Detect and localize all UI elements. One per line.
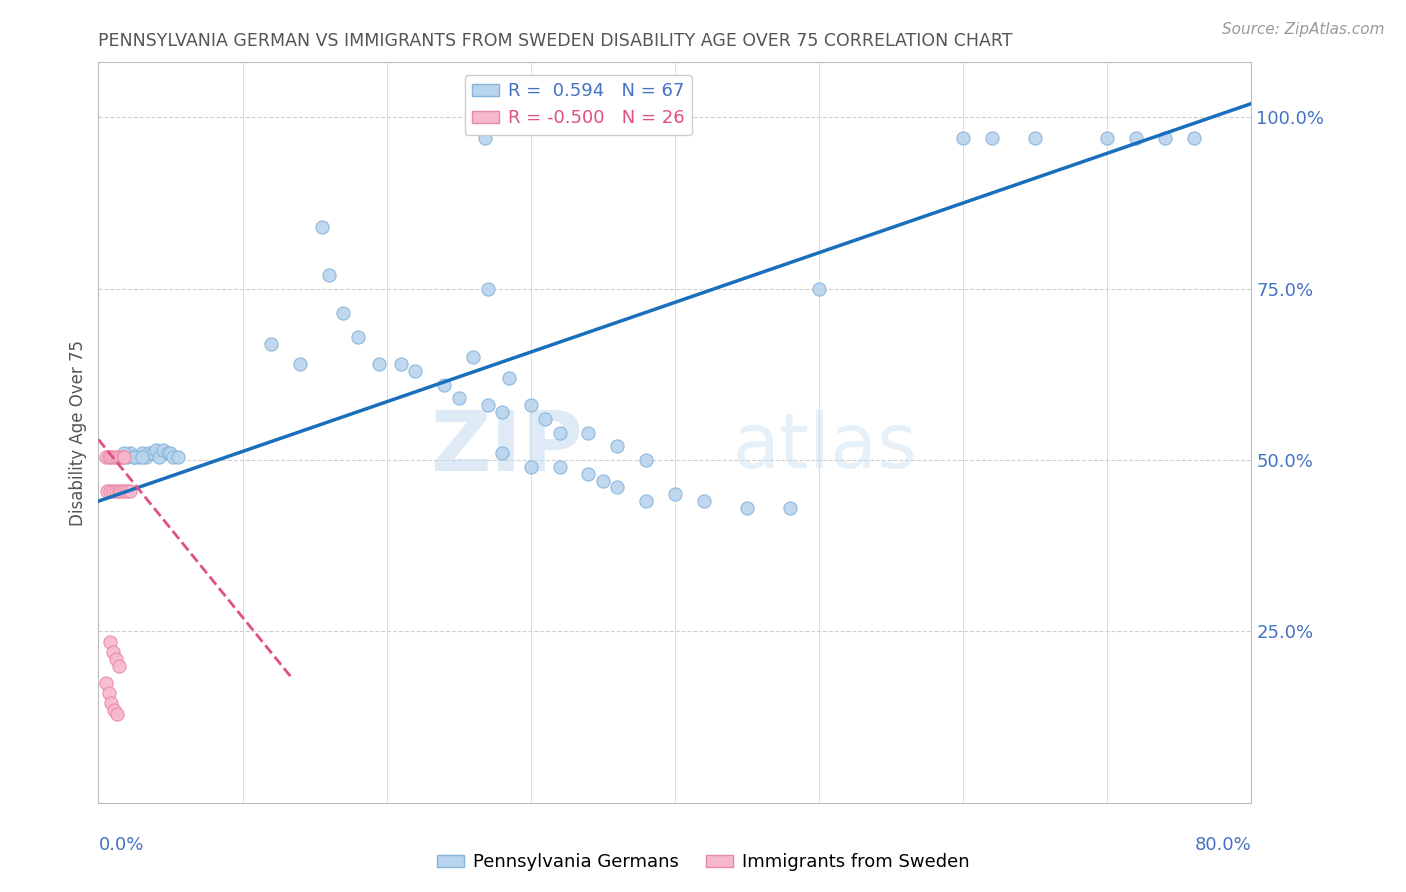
Point xyxy=(100,697,122,711)
Point xyxy=(447,392,470,406)
Point xyxy=(110,483,132,498)
Point xyxy=(166,450,188,464)
Point xyxy=(260,336,283,351)
Point xyxy=(1097,131,1119,145)
Point xyxy=(120,483,142,498)
Point xyxy=(112,446,135,460)
Point xyxy=(520,398,543,412)
Point xyxy=(491,446,513,460)
Point xyxy=(124,450,146,464)
Point xyxy=(131,446,153,460)
Point xyxy=(534,412,557,426)
Point xyxy=(97,450,120,464)
Point xyxy=(389,357,412,371)
Text: Source: ZipAtlas.com: Source: ZipAtlas.com xyxy=(1222,22,1385,37)
Point xyxy=(548,425,571,440)
Point xyxy=(104,652,127,666)
Point xyxy=(103,703,125,717)
Point xyxy=(461,350,484,364)
Point xyxy=(108,450,131,464)
Point xyxy=(101,483,124,498)
Point xyxy=(94,676,117,690)
Point xyxy=(578,467,600,481)
Point xyxy=(124,450,146,464)
Legend: R =  0.594   N = 67, R = -0.500   N = 26: R = 0.594 N = 67, R = -0.500 N = 26 xyxy=(465,75,692,135)
Point xyxy=(332,306,354,320)
Point xyxy=(94,450,117,464)
Point xyxy=(104,483,127,498)
Point xyxy=(636,453,658,467)
Point xyxy=(112,483,135,498)
Point xyxy=(98,483,121,498)
Point xyxy=(477,282,499,296)
Point xyxy=(117,450,139,464)
Point xyxy=(96,483,118,498)
Point xyxy=(636,494,658,508)
Point xyxy=(311,219,333,234)
Point xyxy=(1182,131,1205,145)
Y-axis label: Disability Age Over 75: Disability Age Over 75 xyxy=(69,340,87,525)
Point xyxy=(405,364,427,378)
Point xyxy=(148,450,170,464)
Point xyxy=(491,405,513,419)
Text: 0.0%: 0.0% xyxy=(98,836,143,855)
Point xyxy=(606,439,628,453)
Point xyxy=(105,450,128,464)
Point xyxy=(117,483,139,498)
Text: 80.0%: 80.0% xyxy=(1195,836,1251,855)
Point xyxy=(1154,131,1177,145)
Point xyxy=(368,357,391,371)
Text: ZIP: ZIP xyxy=(430,407,582,488)
Point xyxy=(548,459,571,474)
Point xyxy=(290,357,312,371)
Point xyxy=(105,706,128,721)
Text: PENNSYLVANIA GERMAN VS IMMIGRANTS FROM SWEDEN DISABILITY AGE OVER 75 CORRELATION: PENNSYLVANIA GERMAN VS IMMIGRANTS FROM S… xyxy=(98,32,1012,50)
Point xyxy=(735,501,758,516)
Point xyxy=(578,425,600,440)
Point xyxy=(1024,131,1046,145)
Point xyxy=(100,450,122,464)
Legend: Pennsylvania Germans, Immigrants from Sweden: Pennsylvania Germans, Immigrants from Sw… xyxy=(429,847,977,879)
Point xyxy=(145,442,167,457)
Point xyxy=(318,268,340,282)
Point xyxy=(120,446,142,460)
Point xyxy=(606,480,628,494)
Point xyxy=(98,634,121,648)
Point xyxy=(159,446,181,460)
Point xyxy=(111,450,134,464)
Point xyxy=(107,483,129,498)
Point xyxy=(808,282,831,296)
Point xyxy=(664,487,686,501)
Text: atlas: atlas xyxy=(733,410,917,484)
Point xyxy=(103,450,125,464)
Point xyxy=(131,450,153,464)
Point xyxy=(101,645,124,659)
Point xyxy=(474,131,496,145)
Point xyxy=(142,446,165,460)
Point xyxy=(693,494,716,508)
Point xyxy=(138,446,160,460)
Point xyxy=(156,446,179,460)
Point xyxy=(128,450,150,464)
Point xyxy=(592,474,614,488)
Point xyxy=(152,442,174,457)
Point xyxy=(107,658,129,673)
Point xyxy=(477,398,499,412)
Point xyxy=(1125,131,1147,145)
Point xyxy=(433,377,456,392)
Point xyxy=(520,459,543,474)
Point xyxy=(981,131,1004,145)
Point xyxy=(162,450,184,464)
Point xyxy=(498,371,520,385)
Point xyxy=(112,450,135,464)
Point xyxy=(779,501,801,516)
Point xyxy=(135,450,157,464)
Point xyxy=(346,329,368,343)
Point xyxy=(952,131,974,145)
Point xyxy=(97,686,120,700)
